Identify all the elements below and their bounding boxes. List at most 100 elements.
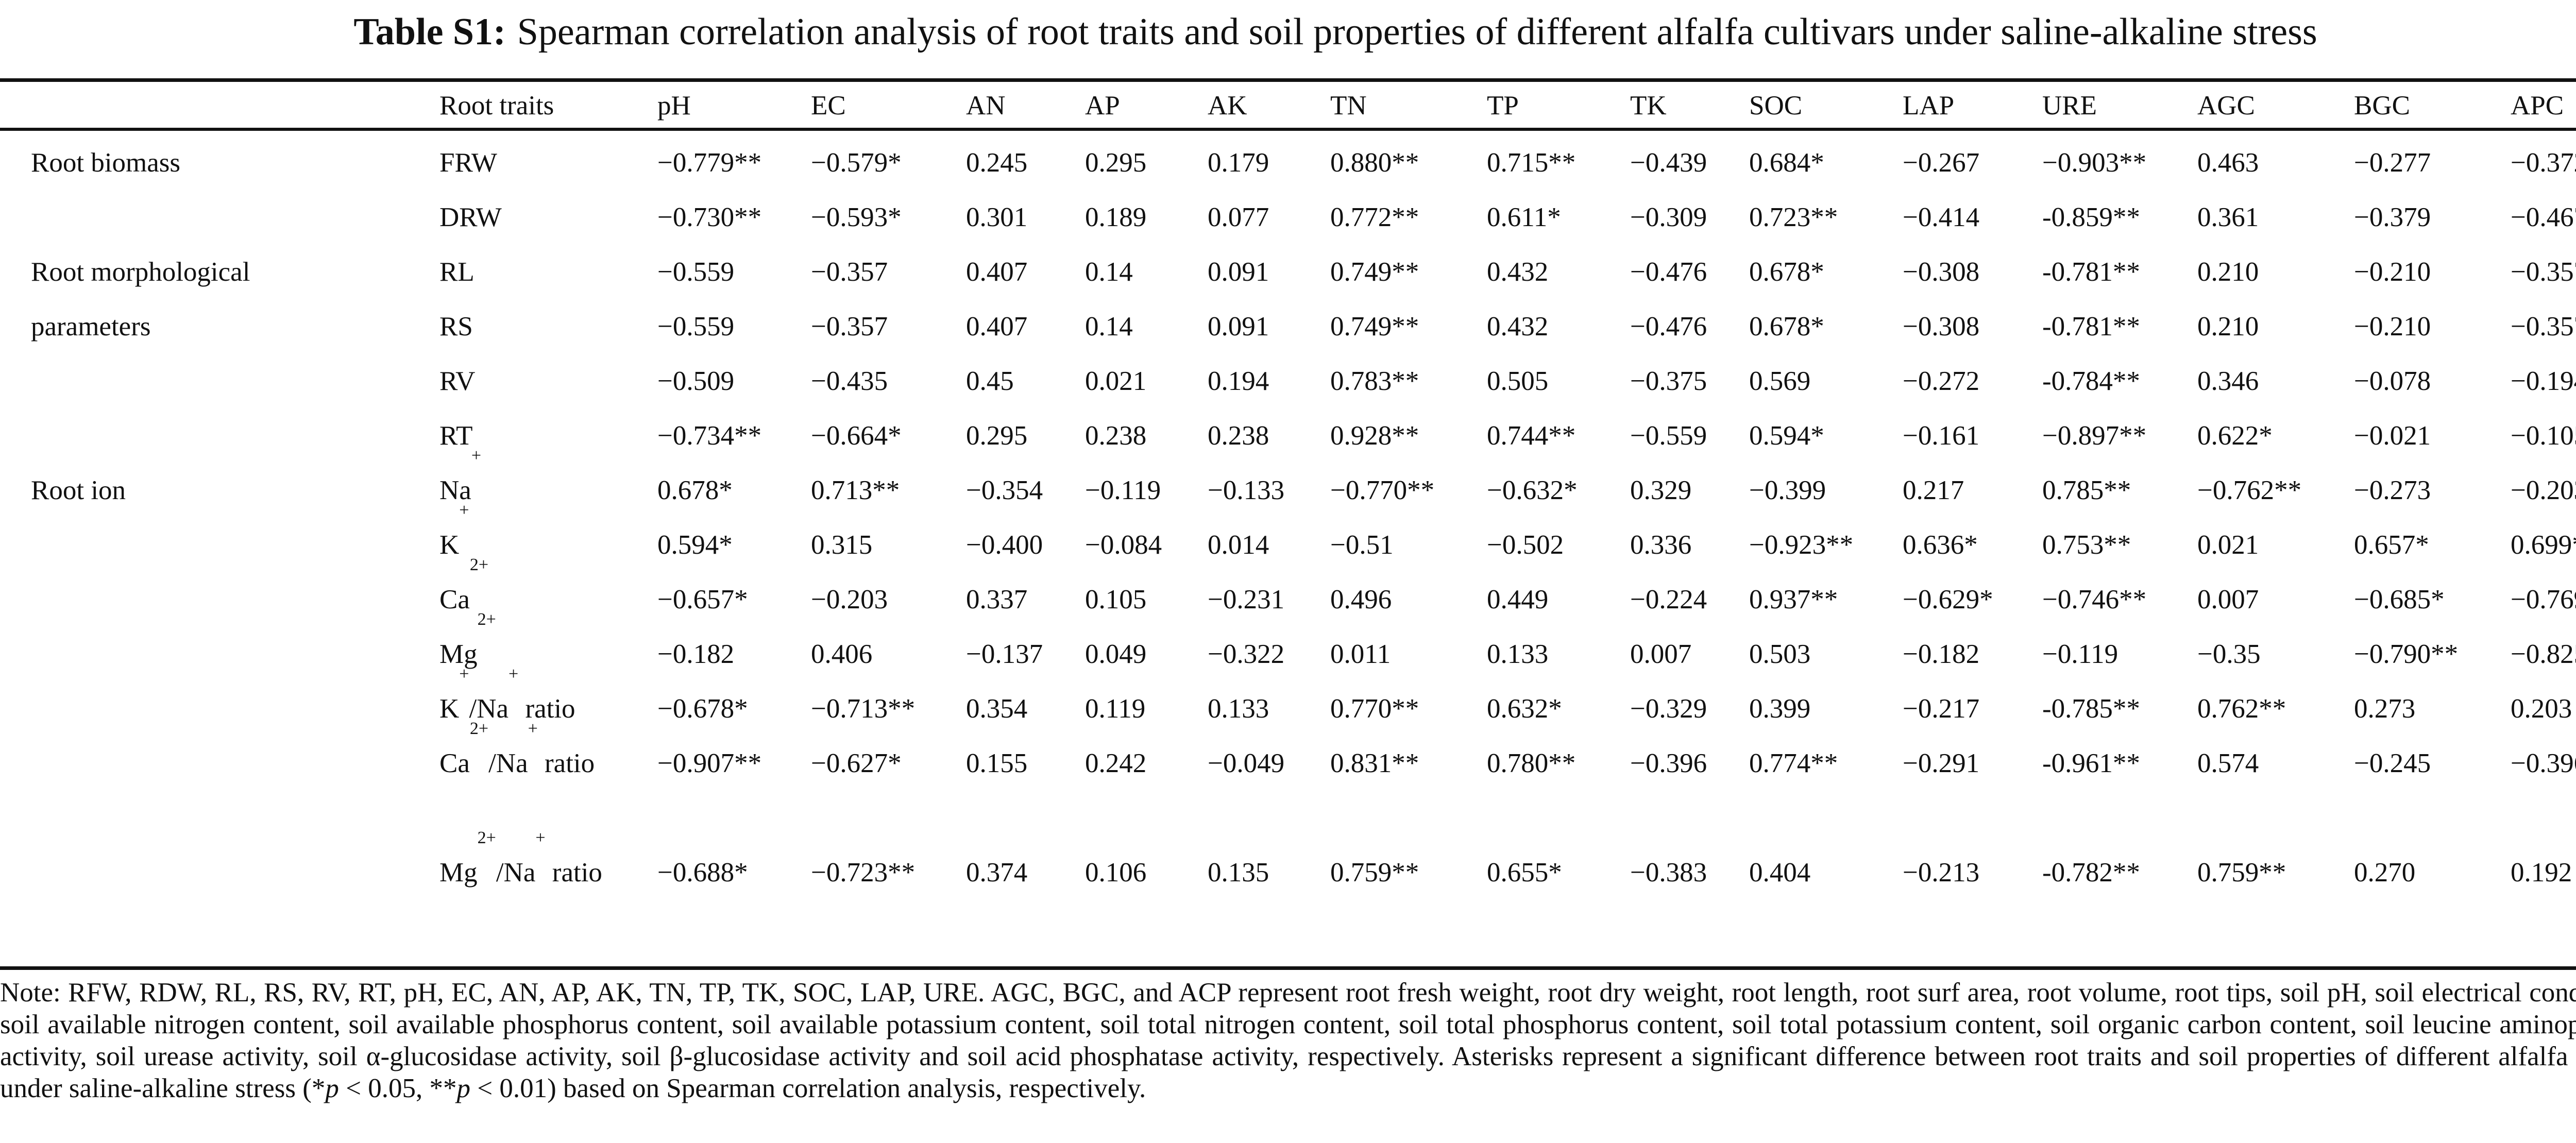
- column-header: EC: [811, 91, 846, 121]
- group-label: Root biomass: [31, 148, 181, 178]
- table-row: Mg 2+ −0.182 0.406 −0.137 0.049 −0.322 0.011 0.1…: [0, 611, 2576, 681]
- correlation-value: −0.396: [1630, 748, 1707, 778]
- table-title: Table S1: Spearman correlation analysis o…: [0, 6, 2576, 58]
- trait-superscript: +: [459, 501, 469, 520]
- correlation-value: 0.772**: [1330, 202, 1419, 232]
- correlation-value: 0.574: [2197, 748, 2259, 778]
- correlation-value: 0.14: [1085, 312, 1133, 342]
- correlation-value: −0.713**: [811, 694, 916, 724]
- correlation-value: −0.593*: [811, 202, 902, 232]
- correlation-value: −0.657*: [657, 585, 748, 615]
- table-body: Root biomass FRW −0.779** −0.579* 0.245 0.295…: [0, 129, 2576, 963]
- group-label: Root morphological parameters: [31, 257, 250, 342]
- correlation-value: −0.217: [1903, 694, 1980, 724]
- correlation-value: 0.270: [2354, 858, 2416, 888]
- note-text: < 0.01) based on Spearman correlation an…: [470, 1073, 1146, 1103]
- table-row: K+ 0.594* 0.315 −0.400 −0.084 0.014 −0.51 −0.50…: [0, 502, 2576, 572]
- root-trait-cell: Ca 2+: [439, 556, 657, 627]
- column-header: AP: [1085, 91, 1120, 121]
- bottom-rule: [0, 966, 2576, 970]
- correlation-value: -0.784**: [2042, 366, 2140, 396]
- column-header: BGC: [2354, 91, 2410, 121]
- correlation-value: −0.379: [2354, 202, 2431, 232]
- correlation-value: −0.137: [966, 639, 1043, 669]
- correlation-value: 0.105: [1085, 585, 1147, 615]
- correlation-value: 0.407: [966, 257, 1028, 287]
- correlation-value: 0.179: [1208, 148, 1269, 178]
- correlation-value: −0.119: [1085, 475, 1161, 505]
- correlation-value: −0.203: [811, 585, 888, 615]
- correlation-value: −0.245: [2354, 748, 2431, 778]
- correlation-value: −0.467: [2511, 202, 2576, 232]
- trait-text: RS: [439, 312, 473, 342]
- column-header: pH: [657, 91, 691, 121]
- root-trait-cell: RT: [439, 408, 657, 463]
- note-italic: p: [456, 1073, 471, 1103]
- root-trait-cell: FRW: [439, 129, 657, 190]
- correlation-value: 0.928**: [1330, 421, 1419, 451]
- correlation-value: −0.309: [1630, 202, 1707, 232]
- group-cell: [0, 627, 439, 681]
- correlation-value: −0.734**: [657, 421, 762, 451]
- correlation-value: −0.372: [2511, 148, 2576, 178]
- column-header: APC: [2511, 91, 2564, 121]
- correlation-value: −0.476: [1630, 312, 1707, 342]
- correlation-value: 0.210: [2197, 312, 2259, 342]
- correlation-value: −0.664*: [811, 421, 902, 451]
- root-trait-cell: Ca2+/Na+ ratio: [439, 720, 657, 845]
- correlation-value: -0.782**: [2042, 858, 2140, 888]
- correlation-value: −0.51: [1330, 530, 1394, 560]
- group-cell: [0, 518, 439, 572]
- correlation-value: 0.189: [1085, 202, 1147, 232]
- column-header: URE: [2042, 91, 2097, 121]
- column-header: AK: [1208, 91, 1247, 121]
- correlation-value: -0.781**: [2042, 257, 2140, 287]
- correlation-value: 0.505: [1487, 366, 1549, 396]
- correlation-value: 0.657*: [2354, 530, 2429, 560]
- correlation-value: −0.375: [1630, 366, 1707, 396]
- correlation-value: 0.106: [1085, 858, 1147, 888]
- correlation-value: −0.203: [2511, 475, 2576, 505]
- correlation-value: 0.723**: [1749, 202, 1838, 232]
- correlation-value: 0.203: [2511, 694, 2572, 724]
- correlation-value: 0.449: [1487, 585, 1549, 615]
- correlation-value: 0.655*: [1487, 858, 1562, 888]
- correlation-value: −0.627*: [811, 748, 902, 778]
- correlation-value: −0.435: [811, 366, 888, 396]
- correlation-value: 0.762**: [2197, 694, 2286, 724]
- correlation-value: −0.277: [2354, 148, 2431, 178]
- group-cell: Root ion: [0, 463, 439, 518]
- column-header: AGC: [2197, 91, 2255, 121]
- trait-text: Mg: [439, 639, 478, 669]
- column-header: TN: [1330, 91, 1367, 121]
- correlation-value: −0.559: [1630, 421, 1707, 451]
- correlation-value: 0.014: [1208, 530, 1269, 560]
- correlation-value: −0.357: [2511, 312, 2576, 342]
- correlation-value: −0.049: [1208, 748, 1285, 778]
- top-rule: [0, 78, 2576, 82]
- root-trait-cell: Mg 2+/Na + ratio: [439, 829, 657, 963]
- correlation-value: 0.713**: [811, 475, 900, 505]
- correlation-value: −0.357: [2511, 257, 2576, 287]
- correlation-value: −0.730**: [657, 202, 762, 232]
- correlation-value: 0.399: [1749, 694, 1811, 724]
- correlation-value: 0.049: [1085, 639, 1147, 669]
- correlation-value: 0.678*: [1749, 312, 1824, 342]
- correlation-value: −0.182: [1903, 639, 1980, 669]
- correlation-value: −0.559: [657, 257, 735, 287]
- correlation-value: 0.432: [1487, 312, 1549, 342]
- correlation-value: −0.923**: [1749, 530, 1854, 560]
- correlation-value: 0.301: [966, 202, 1028, 232]
- correlation-value: −0.559: [657, 312, 735, 342]
- table-row: Root biomass FRW −0.779** −0.579* 0.245 0.295…: [0, 129, 2576, 190]
- correlation-value: -0.859**: [2042, 202, 2140, 232]
- correlation-value: −0.779**: [657, 148, 762, 178]
- header-blank: [0, 82, 439, 129]
- correlation-value: −0.629*: [1903, 585, 1993, 615]
- correlation-value: 0.594*: [1749, 421, 1824, 451]
- correlation-value: −0.273: [2354, 475, 2431, 505]
- trait-superscript: +: [528, 719, 538, 738]
- correlation-value: 0.407: [966, 312, 1028, 342]
- root-trait-cell: K+/Na+ ratio: [439, 666, 657, 736]
- correlation-value: 0.021: [1085, 366, 1147, 396]
